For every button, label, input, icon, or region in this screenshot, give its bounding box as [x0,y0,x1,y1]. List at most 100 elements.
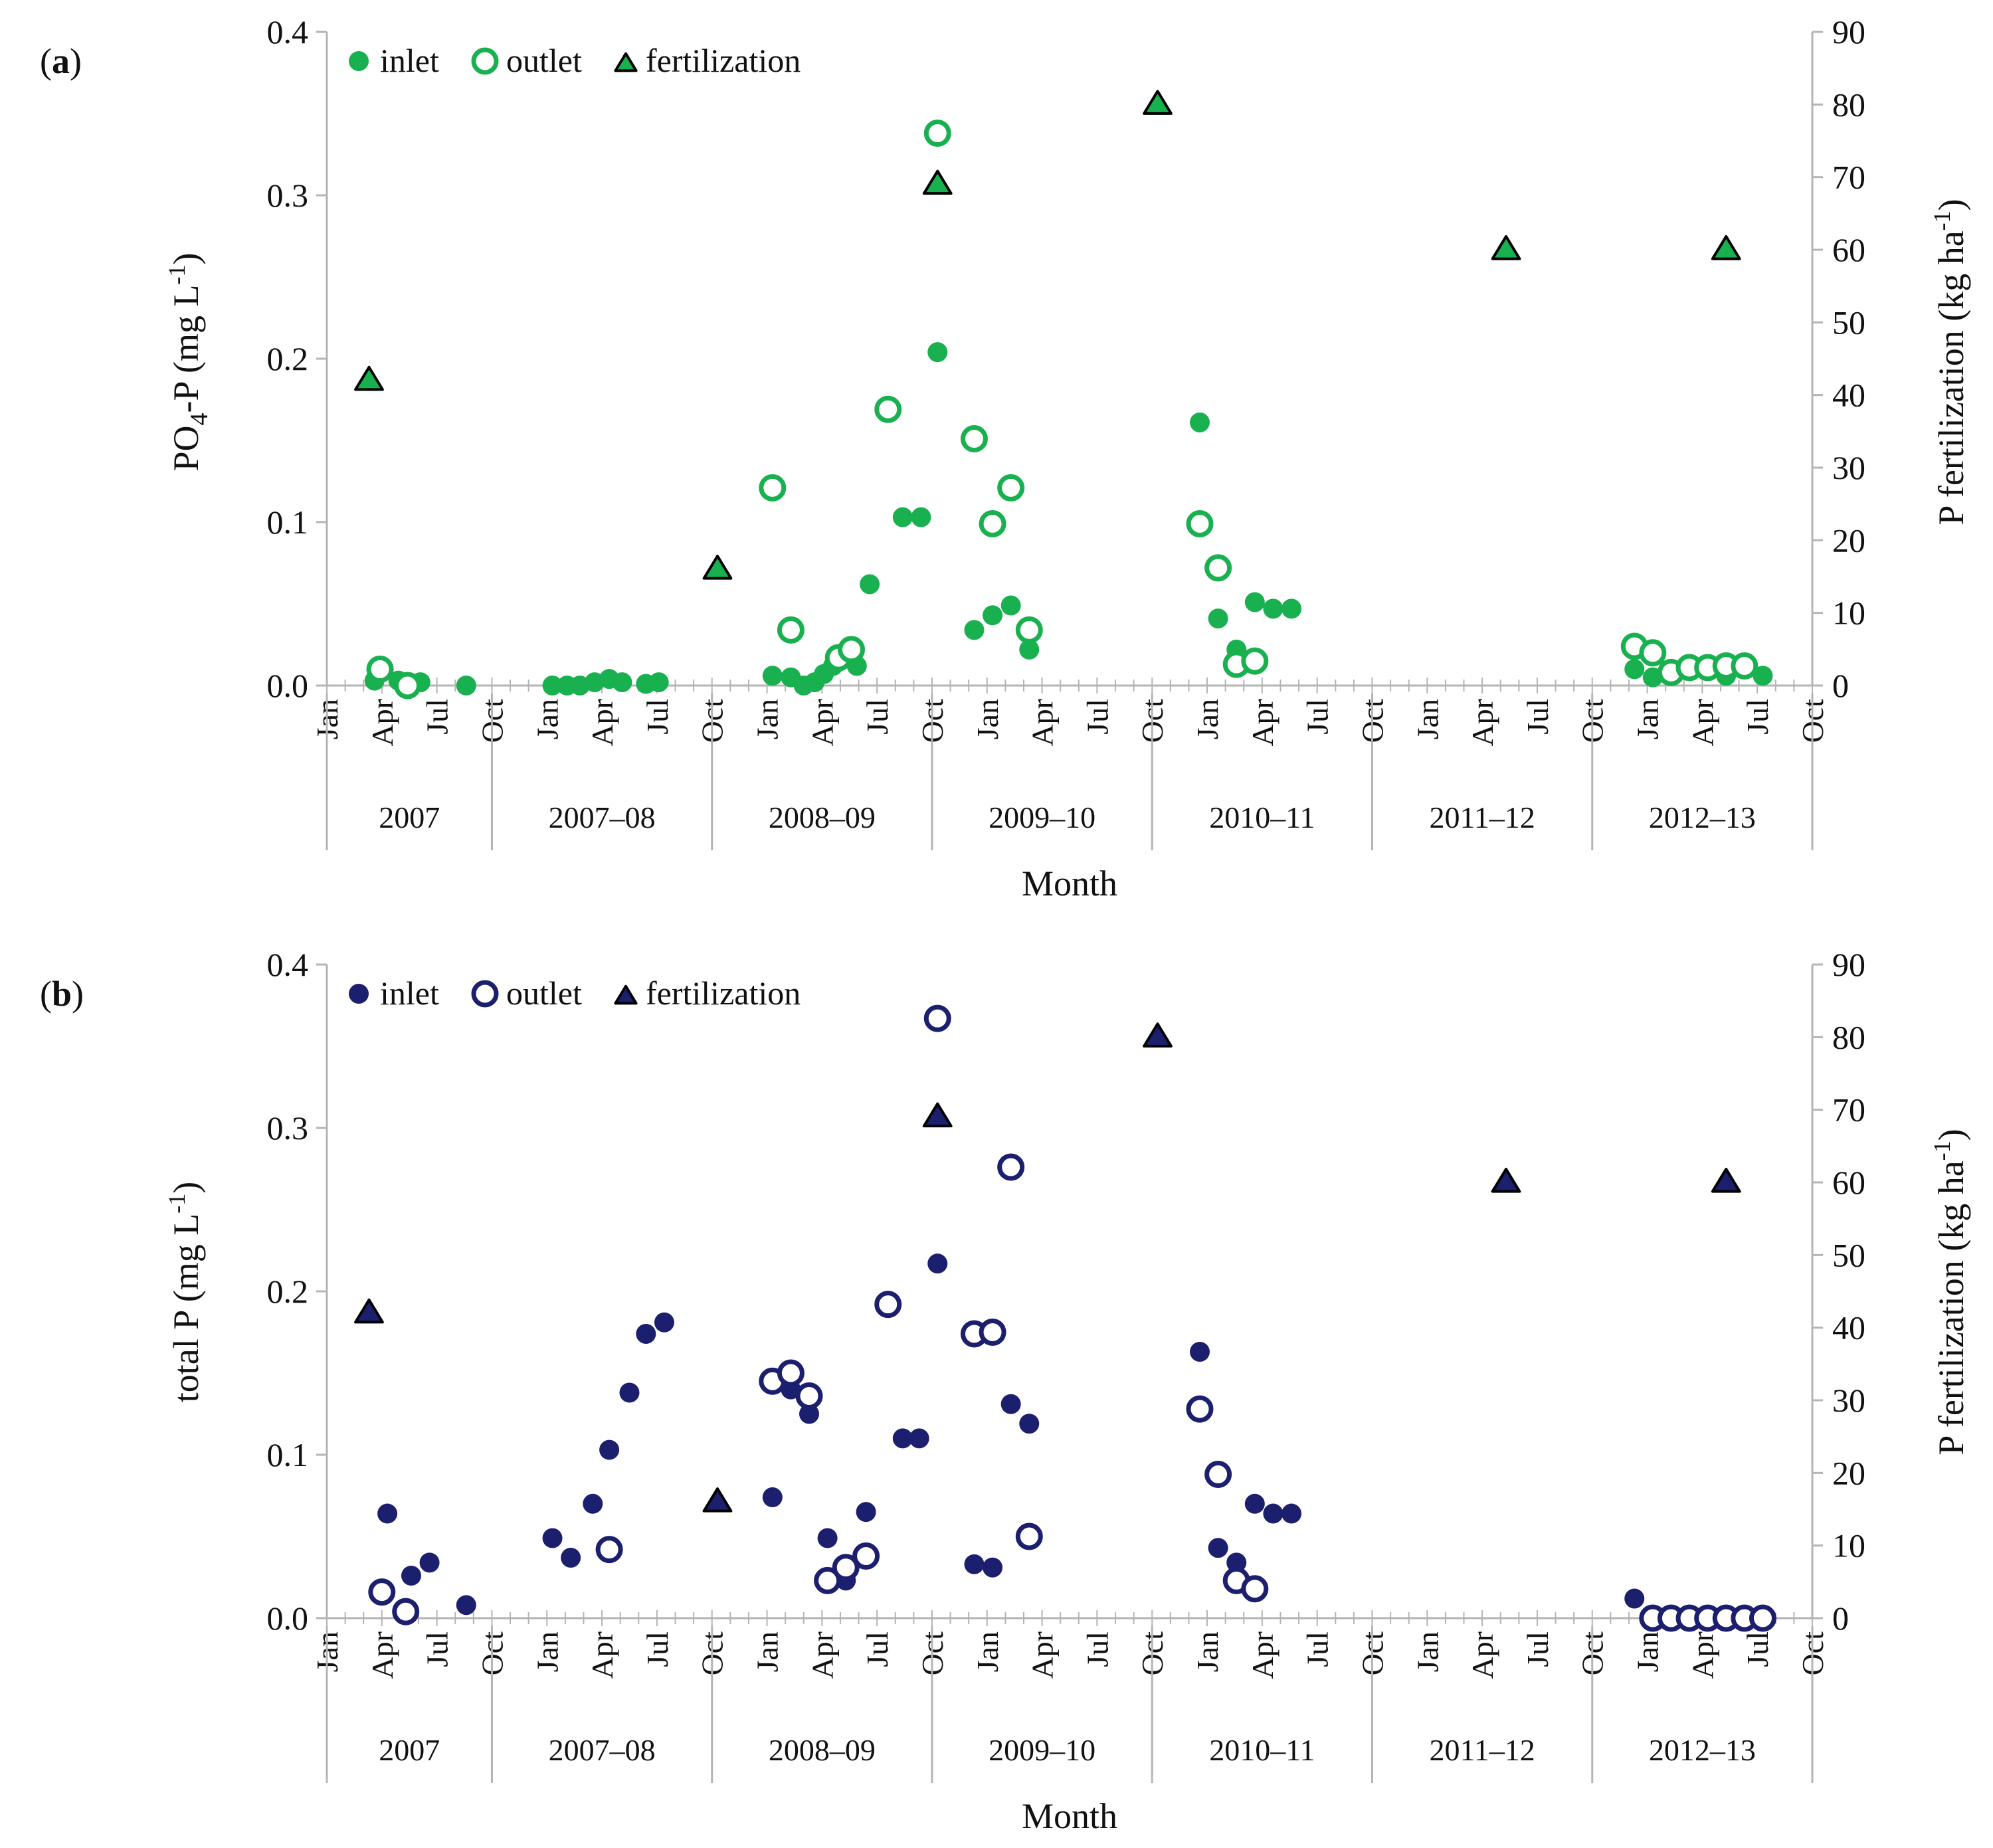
fertilization-point [1711,234,1741,260]
inlet-point [1281,1503,1302,1524]
fertilization-point [1491,234,1521,260]
y2-tick-label: 10 [1832,595,1865,632]
outlet-point [960,425,988,453]
x-month-label: Apr [805,1631,839,1679]
inlet-point [817,1528,838,1548]
legend: inlet outlet fertilization [349,42,801,79]
x-month-label: Jul [640,699,674,735]
outlet-point [923,120,951,147]
inlet-point [1189,412,1210,432]
y2-tick-label: 10 [1832,1527,1865,1564]
chart-panel-b: 0.0 0.1 0.2 0.3 0.4 0 10 20 30 40 50 60 70 80 90 Jan Apr… [40,946,1971,1836]
inlet-point [456,676,476,695]
legend-fertilization-label: fertilization [646,42,801,79]
outlet-point [1015,1523,1043,1550]
x-year-group-label: 2008–09 [769,800,876,834]
y2-tick-label: 40 [1832,377,1865,414]
x-year-group-label: 2012–13 [1649,1733,1756,1767]
x-month-label: Jul [1741,699,1774,735]
x-month-label: Apr [1466,699,1499,747]
y-axis-title-sub: 4 [185,413,213,425]
inlet-point [636,1323,656,1344]
x-month-label: Jan [530,1631,564,1672]
x-month-label: Apr [585,1631,619,1679]
chart-panel-a: 0.0 0.1 0.2 0.3 0.4 0 10 20 30 40 50 60 70 80 90 Jan Apr… [40,13,1971,903]
x-month-label: Jul [1301,699,1335,735]
inlet-point [1263,1503,1283,1524]
fertilization-point [702,555,733,580]
outlet-point [874,395,902,423]
outlet-point [838,636,866,664]
y2-tick-label: 0 [1832,667,1849,704]
x-month-label: Jul [421,1631,454,1667]
series-fertilization [354,90,1741,580]
x-month-label: Jul [421,699,454,735]
x-year-group-label: 2010–11 [1209,800,1315,834]
y-tick-label: 0.2 [267,340,309,377]
y2-tick-label: 40 [1832,1309,1865,1346]
fertilization-point [354,1298,384,1324]
outlet-point [997,1153,1025,1181]
inlet-point [856,1502,876,1523]
x-month-label: Apr [365,699,399,747]
inlet-point [927,1253,948,1274]
x-month-label: Apr [1026,699,1060,747]
inlet-point [983,605,1003,626]
outlet-point [1186,1395,1214,1423]
inlet-point [1000,1394,1021,1414]
x-month-label: Jan [1410,1631,1444,1672]
inlet-point [599,1439,620,1460]
y2-tick-label: 90 [1832,13,1865,50]
outlet-point [1731,652,1758,680]
x-month-label: Jul [1521,699,1555,735]
x-year-group-label: 2007–08 [549,1733,656,1767]
y2-axis-title: P fertilization (kg ha-1) [1929,199,1971,525]
x-month-label: Jan [1631,699,1665,739]
y2-axis-title-base: P fertilization (kg ha [1931,1160,1971,1455]
inlet-point [909,1428,929,1449]
y2-tick-label: 80 [1832,86,1865,123]
inlet-point [964,1554,985,1574]
y2-tick-label: 20 [1832,1454,1865,1491]
y2-tick-label: 0 [1832,1600,1849,1637]
x-month-label: Jul [1741,1631,1774,1667]
inlet-point [799,1404,820,1424]
outlet-point [979,509,1006,537]
fertilization-point [354,365,384,391]
y-tick-label: 0.2 [267,1273,309,1310]
inlet-point [1019,1414,1040,1434]
x-month-label: Jul [1301,1631,1335,1667]
outlet-point [393,672,421,699]
inlet-point [612,672,632,693]
outlet-point [392,1598,420,1625]
panel-label-open: ( [40,41,52,81]
inlet-point [1281,599,1302,619]
legend-outlet-marker [471,47,499,75]
inlet-point [892,507,913,527]
inlet-point [419,1552,440,1573]
outlet-point [832,1554,860,1582]
x-month-label: Apr [1246,1631,1280,1679]
x-axis-title: Month [1022,1796,1117,1836]
inlet-point [542,676,563,695]
inlet-point [619,1382,640,1403]
legend-inlet-marker [349,984,369,1004]
outlet-point [1241,647,1269,675]
x-year-group-label: 2007 [379,1733,440,1767]
x-year-group-label: 2007–08 [549,800,656,834]
outlet-point [1749,1604,1776,1632]
inlet-point [911,507,931,527]
x-year-group-label: 2010–11 [1209,1733,1315,1767]
x-month-label: Jan [1631,1631,1665,1672]
y-tick-label: 0.3 [267,1109,309,1147]
y-tick-label: 0.0 [267,1600,309,1637]
fertilization-point [922,1102,953,1128]
fertilization-point [922,169,953,195]
inlet-point [583,1493,603,1514]
fertilization-point [1143,90,1173,115]
outlet-point [368,1578,396,1606]
inlet-point [1624,1588,1645,1609]
x-month-label: Jan [751,699,785,739]
outlet-point [595,1536,623,1564]
inlet-point [927,342,948,363]
